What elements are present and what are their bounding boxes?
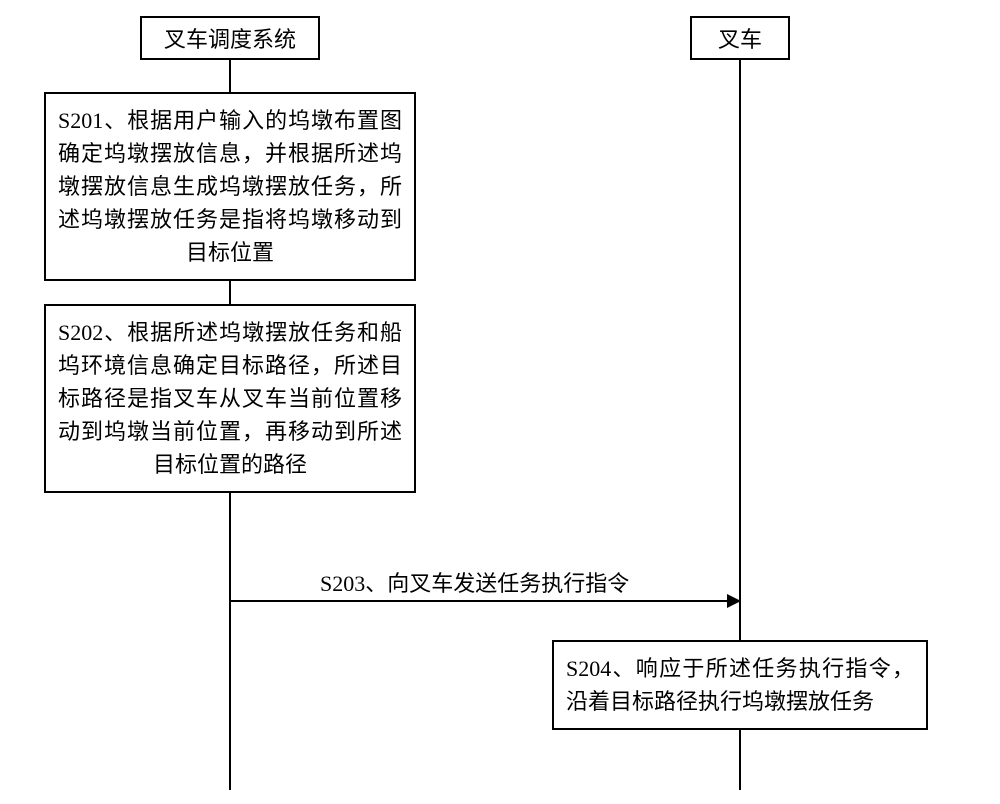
message-s203-label: S203、向叉车发送任务执行指令 xyxy=(320,566,629,598)
participant-system-header: 叉车调度系统 xyxy=(140,16,320,60)
participant-system-label: 叉车调度系统 xyxy=(164,22,296,54)
message-s203-arrow-head xyxy=(727,594,741,608)
step-s204-text: S204、响应于所述任务执行指令，沿着目标路径执行坞墩摆放任务 xyxy=(566,656,914,714)
step-s202: S202、根据所述坞墩摆放任务和船坞环境信息确定目标路径，所述目标路径是指叉车从… xyxy=(44,304,416,493)
step-s204: S204、响应于所述任务执行指令，沿着目标路径执行坞墩摆放任务 xyxy=(552,640,928,730)
message-s203-arrow-line xyxy=(231,600,729,602)
step-s201: S201、根据用户输入的坞墩布置图确定坞墩摆放信息，并根据所述坞墩摆放信息生成坞… xyxy=(44,92,416,281)
step-s202-text: S202、根据所述坞墩摆放任务和船坞环境信息确定目标路径，所述目标路径是指叉车从… xyxy=(58,320,402,477)
step-s201-text: S201、根据用户输入的坞墩布置图确定坞墩摆放信息，并根据所述坞墩摆放信息生成坞… xyxy=(58,108,402,265)
message-s203-text: S203、向叉车发送任务执行指令 xyxy=(320,571,629,596)
participant-forklift-header: 叉车 xyxy=(690,16,790,60)
participant-forklift-label: 叉车 xyxy=(718,22,762,54)
